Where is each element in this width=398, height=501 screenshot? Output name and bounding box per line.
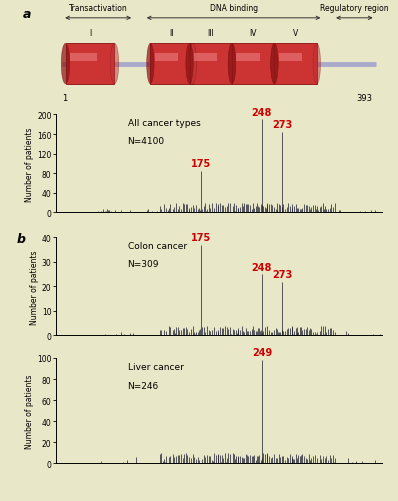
Text: III: III <box>207 29 214 38</box>
Text: IV: IV <box>250 29 257 38</box>
Text: Transactivation: Transactivation <box>69 4 127 13</box>
Text: Regulatory region: Regulatory region <box>320 4 389 13</box>
Bar <box>189 44 232 85</box>
Bar <box>154 54 178 62</box>
Text: DNA binding: DNA binding <box>209 4 258 13</box>
Ellipse shape <box>313 44 320 85</box>
Text: 393: 393 <box>356 94 372 103</box>
Ellipse shape <box>61 44 70 85</box>
Bar <box>66 44 115 85</box>
Text: 1: 1 <box>62 94 68 103</box>
Text: Liver cancer: Liver cancer <box>127 362 183 371</box>
Text: 248: 248 <box>252 262 272 272</box>
Ellipse shape <box>146 44 154 85</box>
Text: Colon cancer: Colon cancer <box>127 242 187 251</box>
Bar <box>150 44 193 85</box>
Ellipse shape <box>271 44 278 85</box>
Ellipse shape <box>189 44 197 85</box>
Text: 273: 273 <box>272 270 293 280</box>
Text: b: b <box>17 232 25 245</box>
Text: I: I <box>89 29 91 38</box>
Text: 175: 175 <box>191 233 211 243</box>
Text: N=246: N=246 <box>127 381 159 390</box>
Text: N=309: N=309 <box>127 260 159 269</box>
Y-axis label: Number of patients: Number of patients <box>25 127 34 201</box>
Ellipse shape <box>228 44 236 85</box>
Text: a: a <box>23 8 31 21</box>
Bar <box>279 54 302 62</box>
Ellipse shape <box>228 44 236 85</box>
Bar <box>274 44 317 85</box>
Text: All cancer types: All cancer types <box>127 119 200 128</box>
Ellipse shape <box>110 44 119 85</box>
Ellipse shape <box>271 44 278 85</box>
Bar <box>194 54 217 62</box>
Ellipse shape <box>186 44 193 85</box>
Text: 249: 249 <box>252 348 273 358</box>
Text: 273: 273 <box>272 120 293 130</box>
Bar <box>70 54 98 62</box>
Bar <box>232 44 274 85</box>
Text: V: V <box>293 29 298 38</box>
Text: N=4100: N=4100 <box>127 137 165 146</box>
Text: 248: 248 <box>252 108 272 118</box>
Text: II: II <box>169 29 174 38</box>
Bar <box>236 54 259 62</box>
Text: 175: 175 <box>191 159 211 169</box>
Y-axis label: Number of patients: Number of patients <box>30 249 39 324</box>
Y-axis label: Number of patients: Number of patients <box>25 374 34 448</box>
